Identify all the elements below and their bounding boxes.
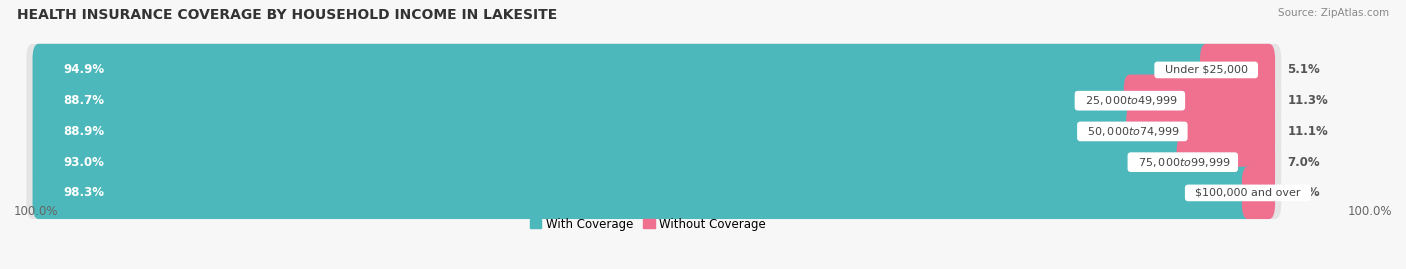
- FancyBboxPatch shape: [1241, 167, 1275, 219]
- Text: $50,000 to $74,999: $50,000 to $74,999: [1080, 125, 1184, 138]
- Text: 100.0%: 100.0%: [14, 205, 59, 218]
- Text: HEALTH INSURANCE COVERAGE BY HOUSEHOLD INCOME IN LAKESITE: HEALTH INSURANCE COVERAGE BY HOUSEHOLD I…: [17, 8, 557, 22]
- Text: Under $25,000: Under $25,000: [1157, 65, 1254, 75]
- FancyBboxPatch shape: [1177, 136, 1275, 188]
- FancyBboxPatch shape: [1201, 44, 1275, 96]
- FancyBboxPatch shape: [32, 167, 1254, 219]
- Legend: With Coverage, Without Coverage: With Coverage, Without Coverage: [524, 213, 770, 235]
- Text: 94.9%: 94.9%: [63, 63, 104, 76]
- FancyBboxPatch shape: [27, 136, 1281, 188]
- FancyBboxPatch shape: [1126, 105, 1275, 158]
- FancyBboxPatch shape: [27, 105, 1281, 158]
- FancyBboxPatch shape: [27, 44, 1281, 96]
- FancyBboxPatch shape: [27, 75, 1281, 127]
- Text: 11.1%: 11.1%: [1288, 125, 1329, 138]
- Text: $100,000 and over: $100,000 and over: [1188, 188, 1308, 198]
- FancyBboxPatch shape: [1123, 75, 1275, 127]
- FancyBboxPatch shape: [32, 136, 1189, 188]
- FancyBboxPatch shape: [32, 44, 1212, 96]
- Text: 7.0%: 7.0%: [1288, 156, 1320, 169]
- Text: 100.0%: 100.0%: [1347, 205, 1392, 218]
- FancyBboxPatch shape: [32, 75, 1136, 127]
- Text: 1.7%: 1.7%: [1288, 186, 1320, 199]
- Text: 88.9%: 88.9%: [63, 125, 104, 138]
- Text: $25,000 to $49,999: $25,000 to $49,999: [1078, 94, 1182, 107]
- FancyBboxPatch shape: [27, 167, 1281, 219]
- Text: 93.0%: 93.0%: [63, 156, 104, 169]
- Text: 11.3%: 11.3%: [1288, 94, 1329, 107]
- Text: 98.3%: 98.3%: [63, 186, 104, 199]
- Text: $75,000 to $99,999: $75,000 to $99,999: [1130, 156, 1234, 169]
- Text: 5.1%: 5.1%: [1288, 63, 1320, 76]
- Text: 88.7%: 88.7%: [63, 94, 104, 107]
- FancyBboxPatch shape: [32, 105, 1139, 158]
- Text: Source: ZipAtlas.com: Source: ZipAtlas.com: [1278, 8, 1389, 18]
